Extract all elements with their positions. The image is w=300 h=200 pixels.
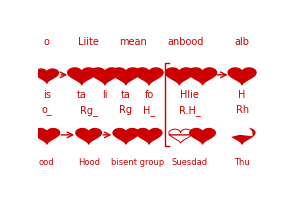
Text: Hood: Hood — [78, 158, 100, 167]
Text: alb: alb — [235, 37, 250, 47]
Text: ta: ta — [77, 90, 87, 100]
Text: Rg_: Rg_ — [80, 105, 98, 116]
Polygon shape — [190, 129, 215, 144]
Text: ta: ta — [121, 90, 131, 100]
Text: fo: fo — [145, 90, 154, 100]
Text: Liite: Liite — [78, 37, 99, 47]
Polygon shape — [189, 68, 217, 85]
Polygon shape — [68, 68, 96, 85]
Text: Rg: Rg — [119, 105, 132, 115]
Text: R.H_: R.H_ — [179, 105, 201, 116]
Polygon shape — [228, 68, 256, 85]
Text: Hlie: Hlie — [180, 90, 199, 100]
Polygon shape — [34, 129, 60, 144]
Polygon shape — [136, 129, 162, 144]
Text: Rh: Rh — [236, 105, 249, 115]
Text: bisent group: bisent group — [111, 158, 164, 167]
Text: H_: H_ — [143, 105, 155, 116]
Polygon shape — [91, 68, 119, 85]
Polygon shape — [112, 68, 140, 85]
Polygon shape — [229, 129, 255, 144]
Text: H: H — [238, 90, 246, 100]
Polygon shape — [113, 129, 139, 144]
Text: Thu: Thu — [234, 158, 250, 167]
Polygon shape — [169, 129, 192, 143]
Text: anbood: anbood — [167, 37, 203, 47]
Text: is: is — [43, 90, 51, 100]
Text: o: o — [44, 37, 50, 47]
Polygon shape — [135, 68, 163, 85]
Polygon shape — [35, 69, 58, 83]
Text: o_: o_ — [41, 105, 52, 115]
Polygon shape — [165, 68, 193, 85]
Text: Suesdad: Suesdad — [172, 158, 208, 167]
Text: mean: mean — [119, 37, 147, 47]
Polygon shape — [76, 129, 101, 144]
Text: ood: ood — [39, 158, 55, 167]
Wedge shape — [228, 126, 252, 137]
Text: li: li — [102, 90, 108, 100]
